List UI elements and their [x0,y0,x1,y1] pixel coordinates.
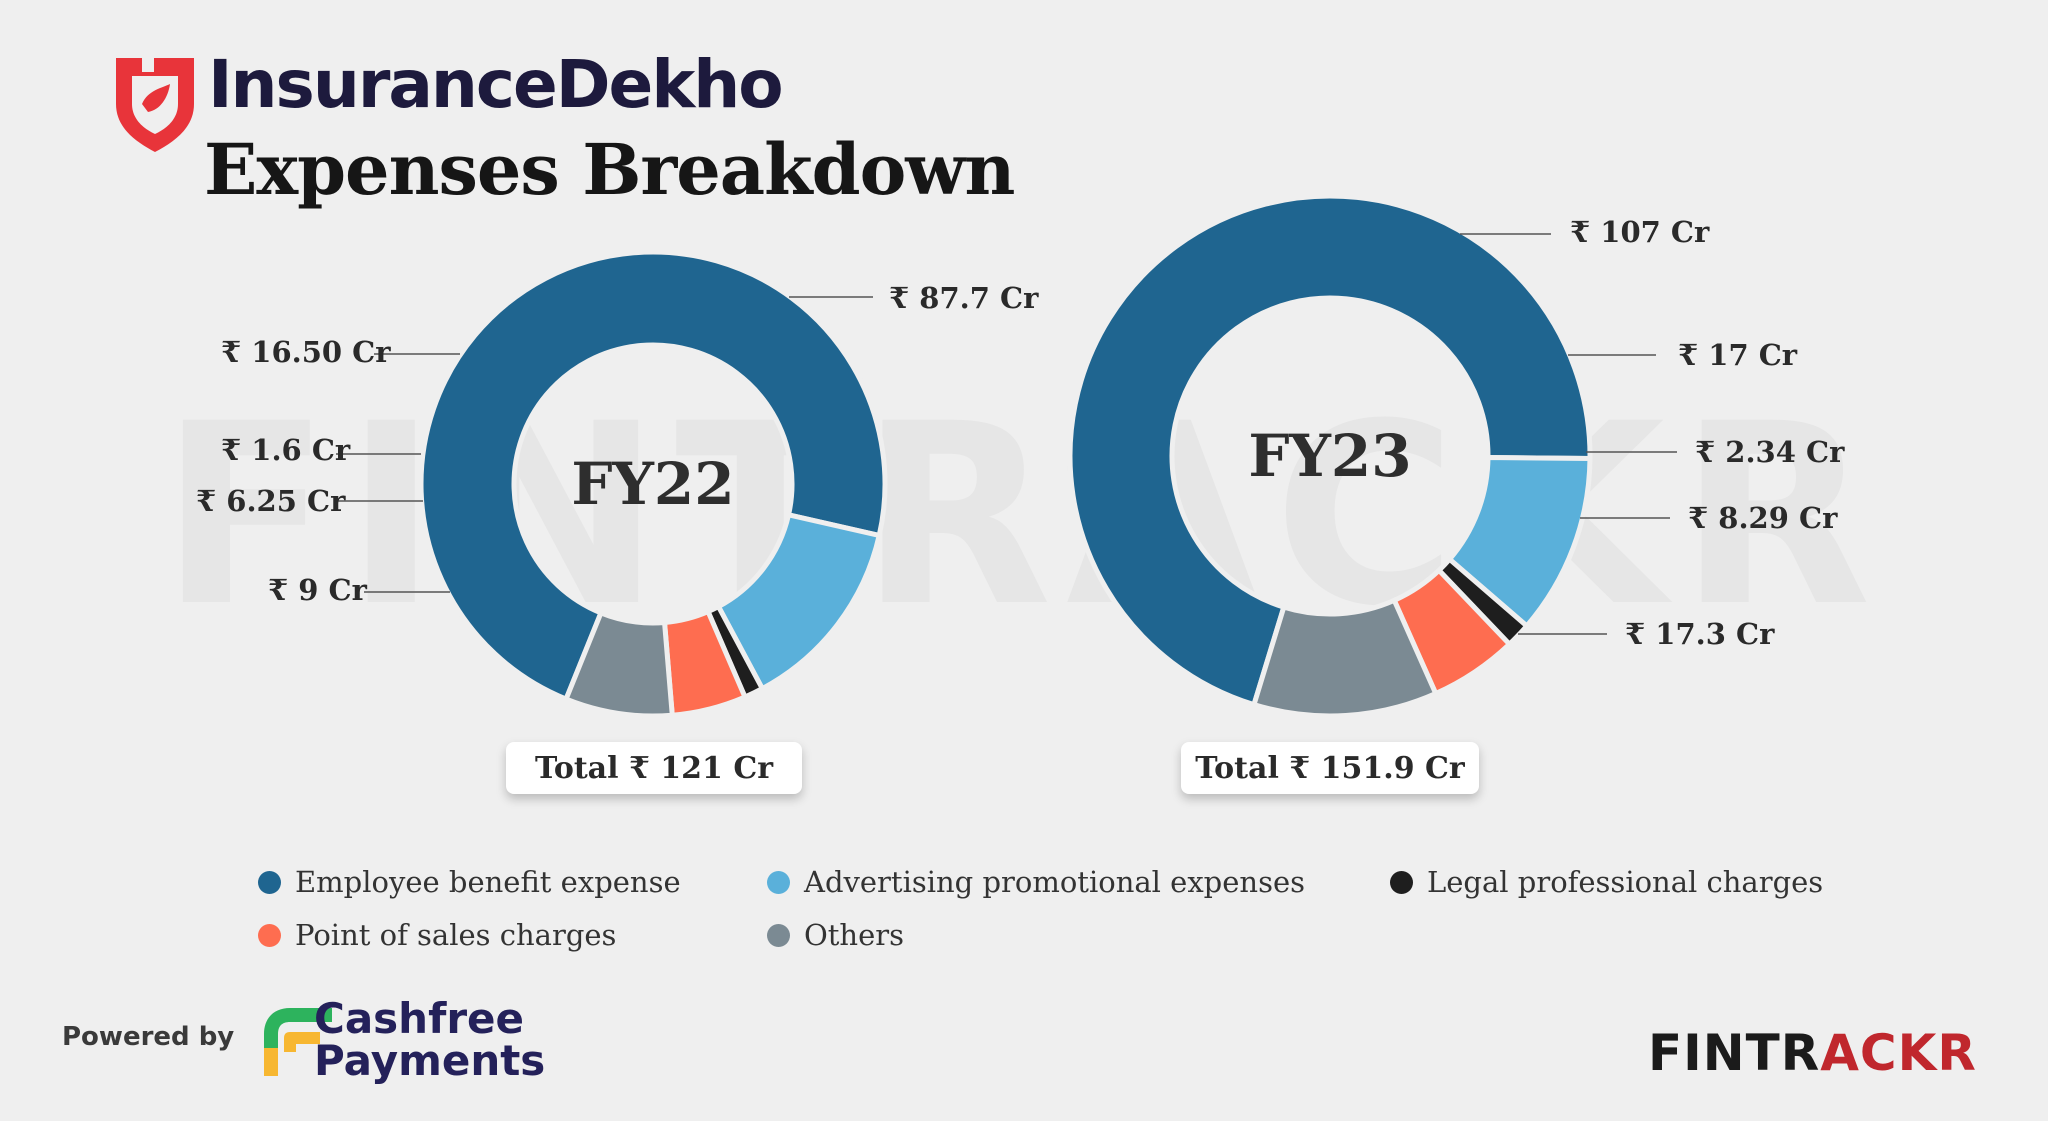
legend-item-pos: Point of sales charges [258,918,616,952]
cashfree-wordmark: Cashfree Payments [314,998,545,1082]
legend-item-others: Others [767,918,904,952]
slice-fy23-others [1250,597,1440,719]
data-label-fy23-advertising: ₹ 17 Cr [1678,338,1798,372]
data-label-fy22-pos: ₹ 6.25 Cr [196,484,346,518]
fintrackr-part3: CKR [1859,1024,1977,1082]
legend-label: Legal professional charges [1427,865,1824,899]
legend-item-legal: Legal professional charges [1390,865,1823,899]
center-label-fy22: FY22 [571,450,735,518]
total-box-fy22: Total ₹ 121 Cr [506,742,802,794]
data-label-fy23-pos: ₹ 8.29 Cr [1688,501,1838,535]
data-label-fy22-advertising: ₹ 16.50 Cr [221,335,391,369]
legend-item-employee: Employee benefit expense [258,865,681,899]
fintrackr-part1: FINTR [1648,1024,1821,1082]
data-label-fy23-others: ₹ 17.3 Cr [1625,617,1775,651]
legend-dot [1390,870,1413,894]
data-label-fy23-legal: ₹ 2.34 Cr [1695,435,1845,469]
legend-dot [767,870,790,894]
slice-fy23-employee [1067,193,1593,708]
legend-dot [258,870,281,894]
data-label-fy22-others: ₹ 9 Cr [268,573,367,607]
center-label-fy23: FY23 [1248,422,1412,490]
legend-label: Others [804,918,905,952]
data-label-fy22-employee: ₹ 87.7 Cr [889,281,1039,315]
legend-label: Advertising promotional expenses [804,865,1306,899]
insurancedekho-logo-icon [116,58,194,152]
legend-dot [767,923,790,947]
fintrackr-logo: FINTRACKR [1648,1024,1977,1082]
data-label-fy22-legal: ₹ 1.6 Cr [221,433,351,467]
cashfree-logo-icon [264,1008,332,1076]
powered-by-label: Powered by [62,1022,235,1052]
legend-label: Employee benefit expense [295,865,681,899]
slice-fy22-others [562,609,675,719]
cashfree-line1: Cashfree [314,994,525,1043]
total-box-fy23: Total ₹ 151.9 Cr [1181,742,1479,794]
legend-dot [258,923,281,947]
data-label-fy23-employee: ₹ 107 Cr [1570,215,1710,249]
legend-label: Point of sales charges [295,918,617,952]
brand-name: InsuranceDekho [208,46,784,123]
slice-fy22-employee [418,249,888,703]
page-title: Expenses Breakdown [204,128,1015,211]
fintrackr-part2: A [1820,1024,1860,1082]
cashfree-line2: Payments [314,1036,546,1085]
legend-item-advertising: Advertising promotional expenses [767,865,1305,899]
